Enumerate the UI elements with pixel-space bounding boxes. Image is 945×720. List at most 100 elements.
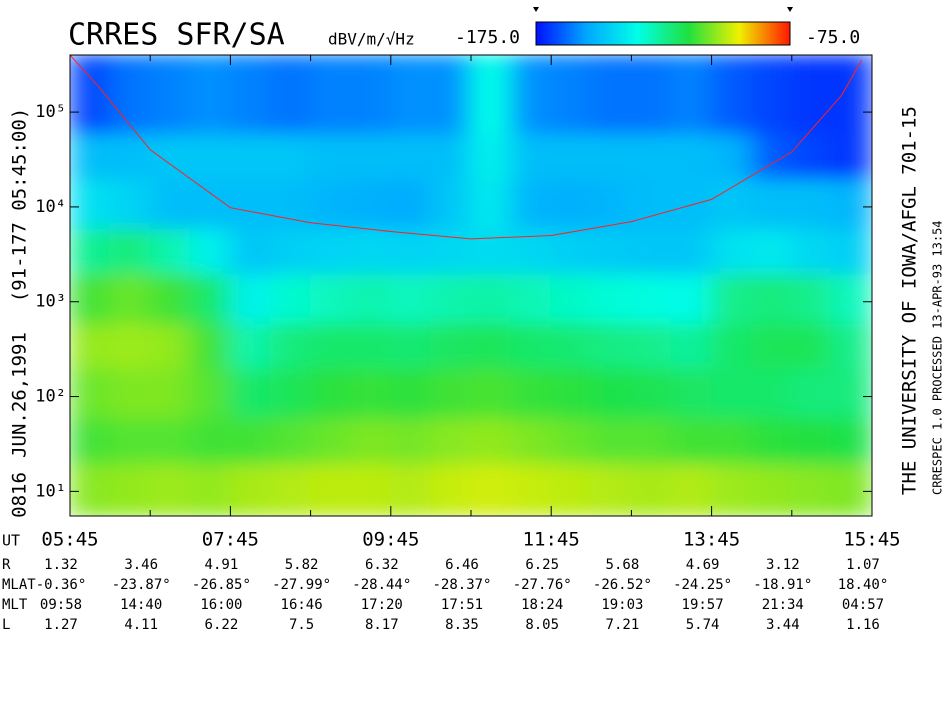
spectrogram-cell [269,226,312,275]
spectrogram-cell [429,226,472,275]
ephemeris-value: 8.35 [445,617,479,633]
spectrogram-cell [630,461,673,516]
spectrogram-cell [429,367,472,419]
spectrogram-cell [349,226,392,275]
spectrogram-cell [830,132,872,180]
y-tick-label: 10¹ [35,481,66,501]
spectrogram-cell [109,416,152,464]
ephemeris-value: 1.27 [44,617,78,633]
spectrogram-cell [189,367,232,419]
spectrogram-cell [349,132,392,180]
ephemeris-value: 3.44 [766,617,800,633]
ephemeris-value: 3.12 [766,557,800,573]
ephemeris-value: 6.46 [445,557,479,573]
spectrogram-cell [750,367,793,419]
spectrogram-cell [550,321,593,370]
ephemeris-value: 09:58 [40,597,82,613]
spectrogram-cell [510,416,553,464]
ephemeris-value: 3.46 [124,557,158,573]
spectrogram [70,55,872,516]
spectrogram-cell [349,55,392,135]
spectrogram-cell [389,321,432,370]
spectrogram-cell [510,461,553,516]
spectrogram-cell [830,461,872,516]
ephemeris-value: 14:40 [120,597,162,613]
spectrogram-cell [790,226,833,275]
x-tick-label: 09:45 [362,529,419,551]
spectrogram-cell [389,226,432,275]
x-axis-label: UT [2,532,20,550]
spectrogram-cell [670,55,713,135]
spectrogram-cell [750,321,793,370]
spectrogram-cell [830,367,872,419]
ephemeris-value: 5.74 [686,617,720,633]
spectrogram-cell [790,416,833,464]
spectrogram-cell [550,177,593,229]
spectrogram-cell [189,177,232,229]
ephemeris-value: 4.91 [205,557,239,573]
y-tick-label: 10⁴ [35,197,66,217]
spectrogram-cell [70,367,112,419]
spectrogram-cell [229,461,272,516]
ephemeris-value: 18.40° [838,577,889,593]
spectrogram-cell [389,132,432,180]
spectrogram-cell [389,177,432,229]
spectrogram-cell [149,177,192,229]
x-tick-label: 13:45 [683,529,740,551]
spectrogram-cell [790,321,833,370]
spectrogram-cell [309,55,352,135]
spectrogram-cell [109,177,152,229]
spectrogram-cell [590,132,633,180]
spectrogram-cell [269,367,312,419]
spectrogram-cell [670,272,713,324]
spectrogram-cell [510,55,553,135]
spectrogram-cell [590,367,633,419]
spectrogram-cell [269,416,312,464]
spectrogram-cell [189,461,232,516]
spectrogram-cell [229,226,272,275]
ephemeris-value: 1.16 [846,617,880,633]
spectrogram-cell [70,132,112,180]
spectrogram-cell [590,416,633,464]
orbit-number: 0816 [9,472,31,518]
spectrogram-cell [630,226,673,275]
spectrogram-cell [830,55,872,135]
spectrogram-cell [550,416,593,464]
spectrogram-cell [470,367,513,419]
spectrogram-cell [470,132,513,180]
spectrogram-cell [109,55,152,135]
spectrogram-cell [550,226,593,275]
spectrogram-cell [470,272,513,324]
start-time: (91-177 05:45:00) [9,108,31,302]
spectrogram-cell [470,55,513,135]
spectrogram-cell [70,177,112,229]
spectrogram-cell [830,226,872,275]
ephemeris-value: 17:20 [361,597,403,613]
spectrogram-cell [750,55,793,135]
spectrogram-cell [229,367,272,419]
spectrogram-cell [349,177,392,229]
y-tick-label: 10⁵ [35,102,66,122]
ephemeris-value: 5.82 [285,557,319,573]
spectrogram-cell [149,55,192,135]
spectrogram-cell [309,272,352,324]
spectrogram-cell [750,226,793,275]
spectrogram-cell [269,321,312,370]
spectrogram-cell [670,226,713,275]
spectrogram-cell [149,132,192,180]
spectrogram-cell [269,132,312,180]
ephemeris-row-label: MLAT [2,577,36,593]
colorbar [535,21,791,46]
spectrogram-cell [550,132,593,180]
spectrogram-cell [70,461,112,516]
ephemeris-value: 5.68 [606,557,640,573]
spectrogram-cell [670,461,713,516]
spectrogram-cell [349,416,392,464]
spectrogram-cell [309,461,352,516]
spectrogram-cell [189,321,232,370]
spectrogram-cell [269,177,312,229]
ephemeris-value: 4.11 [124,617,158,633]
spectrogram-cell [630,272,673,324]
spectrogram-cell [470,416,513,464]
spectrogram-cell [189,132,232,180]
